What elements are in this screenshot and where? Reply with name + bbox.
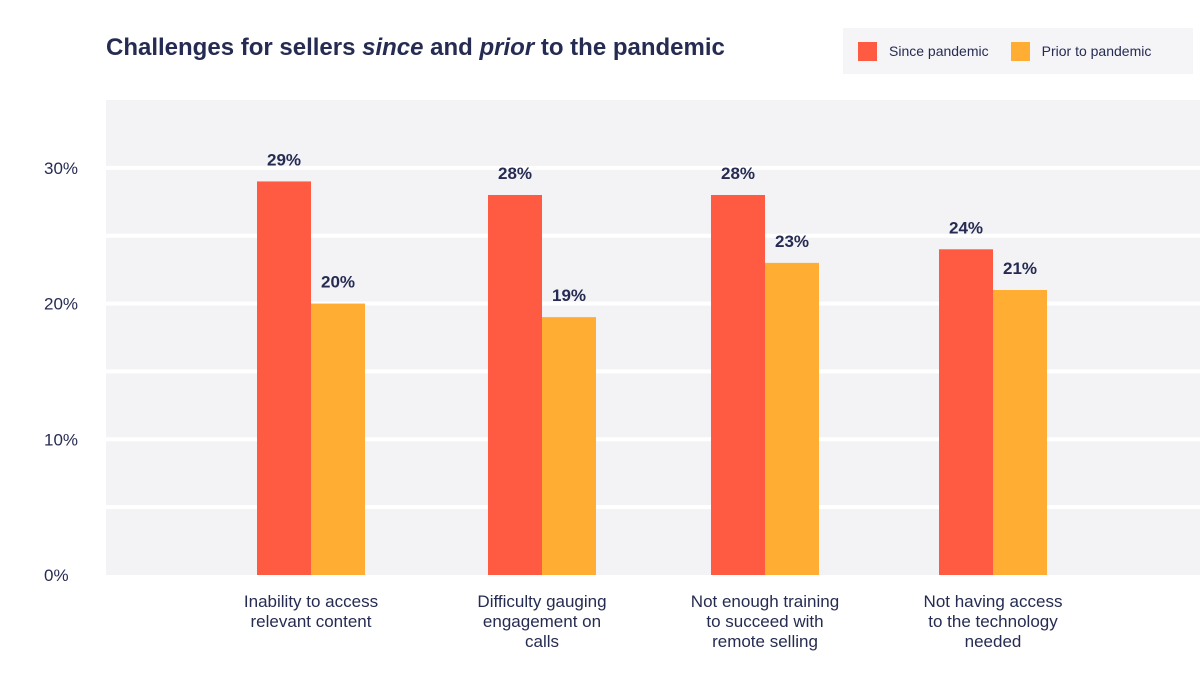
title-since: since bbox=[362, 34, 424, 61]
data-label: 21% bbox=[1003, 259, 1037, 278]
x-category-label: to the technology bbox=[928, 612, 1058, 631]
title-prior: prior bbox=[479, 34, 535, 61]
x-category-label: Difficulty gauging bbox=[477, 592, 606, 611]
data-label: 24% bbox=[949, 218, 983, 237]
bar-prior bbox=[542, 317, 596, 575]
data-label: 19% bbox=[552, 286, 586, 305]
title-part-2: and bbox=[423, 34, 480, 61]
legend-item-prior[interactable]: Prior to pandemic bbox=[1010, 41, 1152, 61]
data-label: 20% bbox=[321, 273, 355, 292]
bar-prior bbox=[993, 290, 1047, 575]
x-category-label: Inability to access bbox=[244, 592, 378, 611]
data-label: 28% bbox=[721, 164, 755, 183]
bar-since bbox=[488, 195, 542, 575]
data-label: 28% bbox=[498, 164, 532, 183]
legend-label-prior: Prior to pandemic bbox=[1041, 43, 1152, 59]
x-category-label: Not enough training bbox=[691, 592, 839, 611]
data-label: 23% bbox=[775, 232, 809, 251]
title-part-3: to the pandemic bbox=[534, 34, 725, 61]
y-tick-label: 10% bbox=[44, 430, 78, 449]
x-category-label: to succeed with bbox=[706, 612, 823, 631]
x-category-label: Not having access bbox=[924, 592, 1063, 611]
bar-since bbox=[711, 195, 765, 575]
legend: Since pandemic Prior to pandemic bbox=[843, 28, 1193, 74]
y-tick-label: 30% bbox=[44, 159, 78, 178]
x-category-label: relevant content bbox=[251, 612, 372, 631]
data-label: 29% bbox=[267, 150, 301, 169]
chart-title: Challenges for sellers since and prior t… bbox=[106, 34, 725, 62]
legend-item-since[interactable]: Since pandemic bbox=[858, 41, 989, 61]
title-part-1: Challenges for sellers bbox=[106, 34, 363, 61]
y-tick-label: 20% bbox=[44, 295, 78, 314]
bar-since bbox=[939, 249, 993, 576]
bar-since bbox=[257, 181, 311, 575]
x-category-label: engagement on bbox=[483, 612, 601, 631]
legend-swatch-prior bbox=[1010, 41, 1030, 61]
legend-label-since: Since pandemic bbox=[889, 43, 989, 59]
x-category-label: needed bbox=[965, 632, 1022, 651]
x-category-label: calls bbox=[525, 632, 559, 651]
legend-swatch-since bbox=[858, 41, 877, 61]
bar-prior bbox=[765, 262, 819, 575]
bar-prior bbox=[311, 303, 365, 575]
x-category-label: remote selling bbox=[712, 632, 818, 651]
y-tick-label: 0% bbox=[44, 566, 69, 585]
